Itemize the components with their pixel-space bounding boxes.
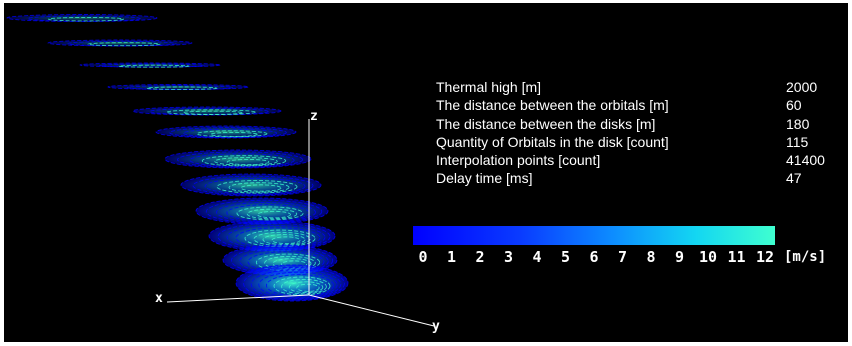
- disk-fill: [165, 150, 311, 168]
- orbital-ring: [288, 281, 324, 294]
- param-row-orbital-distance: The distance between the orbitals [m] 60: [436, 96, 836, 114]
- orbital-ring: [180, 173, 322, 197]
- colorbar-unit-label: [m/s]: [784, 249, 827, 265]
- orbital-ring: [243, 266, 345, 301]
- orbital-ring: [258, 271, 338, 298]
- param-value: 115: [786, 133, 809, 150]
- parameter-table: Thermal high [m] 2000 The distance betwe…: [436, 78, 836, 188]
- param-label: The distance between the disks [m]: [436, 115, 656, 132]
- orbital-ring: [271, 236, 301, 244]
- orbital-ring: [155, 125, 297, 139]
- thermal-disk-plot: [6, 14, 435, 327]
- orbital-ring: [210, 131, 258, 137]
- param-row-thermal-high: Thermal high [m] 2000: [436, 78, 836, 96]
- colorbar-tick-label: 10: [698, 248, 718, 266]
- orbital-ring: [250, 269, 342, 300]
- orbital-ring: [257, 210, 291, 219]
- orbital-ring: [146, 86, 218, 90]
- orbital-ring: [182, 128, 278, 138]
- colorbar-tick-label: 7: [617, 248, 628, 266]
- y-axis-label: y: [432, 319, 440, 334]
- visualization-viewport: z x y Thermal high [m] 2000 The distance…: [4, 3, 848, 342]
- param-label: The distance between the orbitals [m]: [436, 97, 669, 114]
- orbital-ring: [169, 127, 287, 139]
- param-value: 47: [786, 170, 802, 187]
- x-axis-label: x: [155, 291, 163, 306]
- param-label: Quantity of Orbitals in the disk [count]: [436, 133, 669, 150]
- colorbar-tick-label: 9: [674, 248, 685, 266]
- colorbar-tick-label: 5: [560, 248, 571, 266]
- orbital-ring: [204, 177, 306, 195]
- orbital-ring: [127, 85, 233, 90]
- orbital-ring: [164, 149, 312, 169]
- colorbar-tick-label: 12: [755, 248, 775, 266]
- orbital-ring: [216, 180, 298, 194]
- colorbar-tick-label: 6: [589, 248, 599, 266]
- param-row-delay-time: Delay time [ms] 47: [436, 169, 836, 187]
- colorbar-tick-label: 2: [475, 248, 485, 266]
- orbital-ring: [79, 62, 221, 68]
- param-value: 2000: [786, 79, 818, 95]
- orbital-ring: [226, 225, 326, 250]
- orbital-ring: [6, 14, 158, 22]
- orbital-ring: [176, 151, 304, 168]
- orbital-ring: [255, 253, 321, 272]
- orbital-ring: [262, 234, 306, 246]
- orbital-ring: [240, 184, 282, 192]
- orbital-ring: [214, 157, 278, 166]
- colorbar-tick-label: 4: [532, 248, 542, 266]
- param-label: Thermal high [m]: [436, 79, 542, 95]
- colorbar-tick-label: 11: [727, 248, 746, 266]
- orbital-ring: [281, 278, 327, 295]
- colorbar-tick-label: 0: [418, 248, 428, 266]
- z-axis-label: z: [310, 109, 318, 124]
- disk-fill: [108, 84, 248, 90]
- x-axis-line: [166, 294, 310, 303]
- orbital-ring: [99, 63, 205, 68]
- orbital-ring: [217, 222, 331, 251]
- orbital-ring: [118, 64, 190, 68]
- orbital-ring: [149, 107, 269, 116]
- orbital-ring: [189, 153, 295, 168]
- orbital-ring: [87, 42, 161, 47]
- orbital-ring: [265, 274, 335, 297]
- disk-fill: [181, 174, 321, 196]
- orbital-ring: [239, 249, 329, 274]
- param-label: Delay time [ms]: [436, 170, 533, 187]
- param-value: 60: [786, 97, 802, 114]
- orbital-ring: [182, 110, 244, 115]
- orbital-ring: [246, 208, 298, 220]
- velocity-colorbar: [413, 226, 775, 245]
- param-value: 180: [786, 115, 810, 132]
- orbital-ring: [201, 155, 287, 167]
- y-axis-line: [308, 294, 435, 327]
- orbital-ring: [235, 264, 349, 302]
- orbital-ring: [226, 158, 270, 166]
- param-row-interpolation-points: Interpolation points [count] 41400: [436, 151, 836, 169]
- orbital-ring: [107, 84, 249, 90]
- orbital-ring: [247, 251, 325, 273]
- orbital-ring: [192, 175, 314, 196]
- orbital-ring: [296, 283, 320, 292]
- orbital-ring: [48, 17, 124, 22]
- param-value: 41400: [786, 152, 825, 169]
- colorbar-tick-labels: 0 1 2 3 4 5 6 7 8 9 10 11 12: [413, 248, 775, 268]
- param-label: Interpolation points [count]: [436, 152, 601, 169]
- colorbar-tick-label: 1: [446, 248, 457, 266]
- orbital-ring: [253, 231, 311, 247]
- orbital-ring: [236, 206, 304, 221]
- param-row-disk-distance: The distance between the disks [m] 180: [436, 115, 836, 133]
- colorbar-tick-label: 8: [646, 248, 656, 266]
- orbital-ring: [228, 182, 290, 193]
- param-row-orbital-quantity: Quantity of Orbitals in the disk [count]…: [436, 133, 836, 151]
- colorbar-tick-label: 3: [503, 248, 514, 266]
- orbital-ring: [196, 130, 268, 138]
